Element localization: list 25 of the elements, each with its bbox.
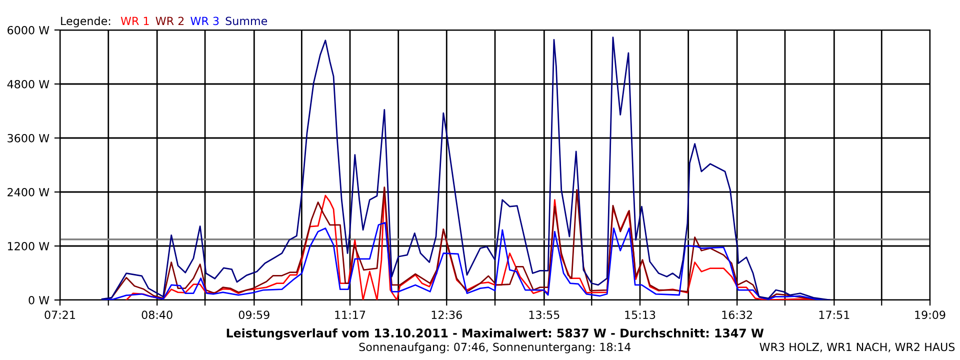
y-tick-label: 6000 W	[8, 26, 50, 34]
text: Summe	[226, 16, 268, 26]
line-series	[101, 36, 830, 300]
text: WR 3	[190, 16, 219, 26]
y-tick-label: 0 W	[28, 296, 50, 304]
text: WR3 HOLZ, WR1 NACH, WR2 HAUS	[760, 342, 955, 352]
x-tick-label: 17:51	[819, 310, 850, 320]
y-tick-label: 4800 W	[7, 80, 50, 88]
x-tick-label: 13:55	[529, 310, 560, 320]
y-tick-label: 1200 W	[8, 242, 50, 250]
y-tick-label: 2400 W	[8, 188, 50, 196]
text: Sonnenaufgang: 07:46, Sonnenuntergang: 18:14	[359, 342, 631, 354]
x-tick-label: 11:17	[335, 310, 366, 319]
y-tick-label: 3600 W	[8, 134, 50, 142]
legend-title: Legende:	[61, 16, 110, 28]
x-tick-label: 08:40	[142, 310, 172, 320]
text: Leistungsverlauf vom 13.10.2011 - Maximalwert: 5837 W - Durchschnitt: 1347 W	[226, 328, 764, 340]
text: WR 1	[120, 16, 149, 25]
x-tick-label: 09:59	[238, 310, 270, 320]
x-tick-label: 16:32	[722, 310, 752, 320]
x-tick-label: 07:21	[44, 310, 75, 320]
x-tick-label: 12:36	[432, 310, 462, 320]
text: WR 2	[156, 16, 184, 25]
x-tick-label: 19:09	[915, 310, 946, 320]
x-tick-label: 15:13	[625, 310, 656, 320]
